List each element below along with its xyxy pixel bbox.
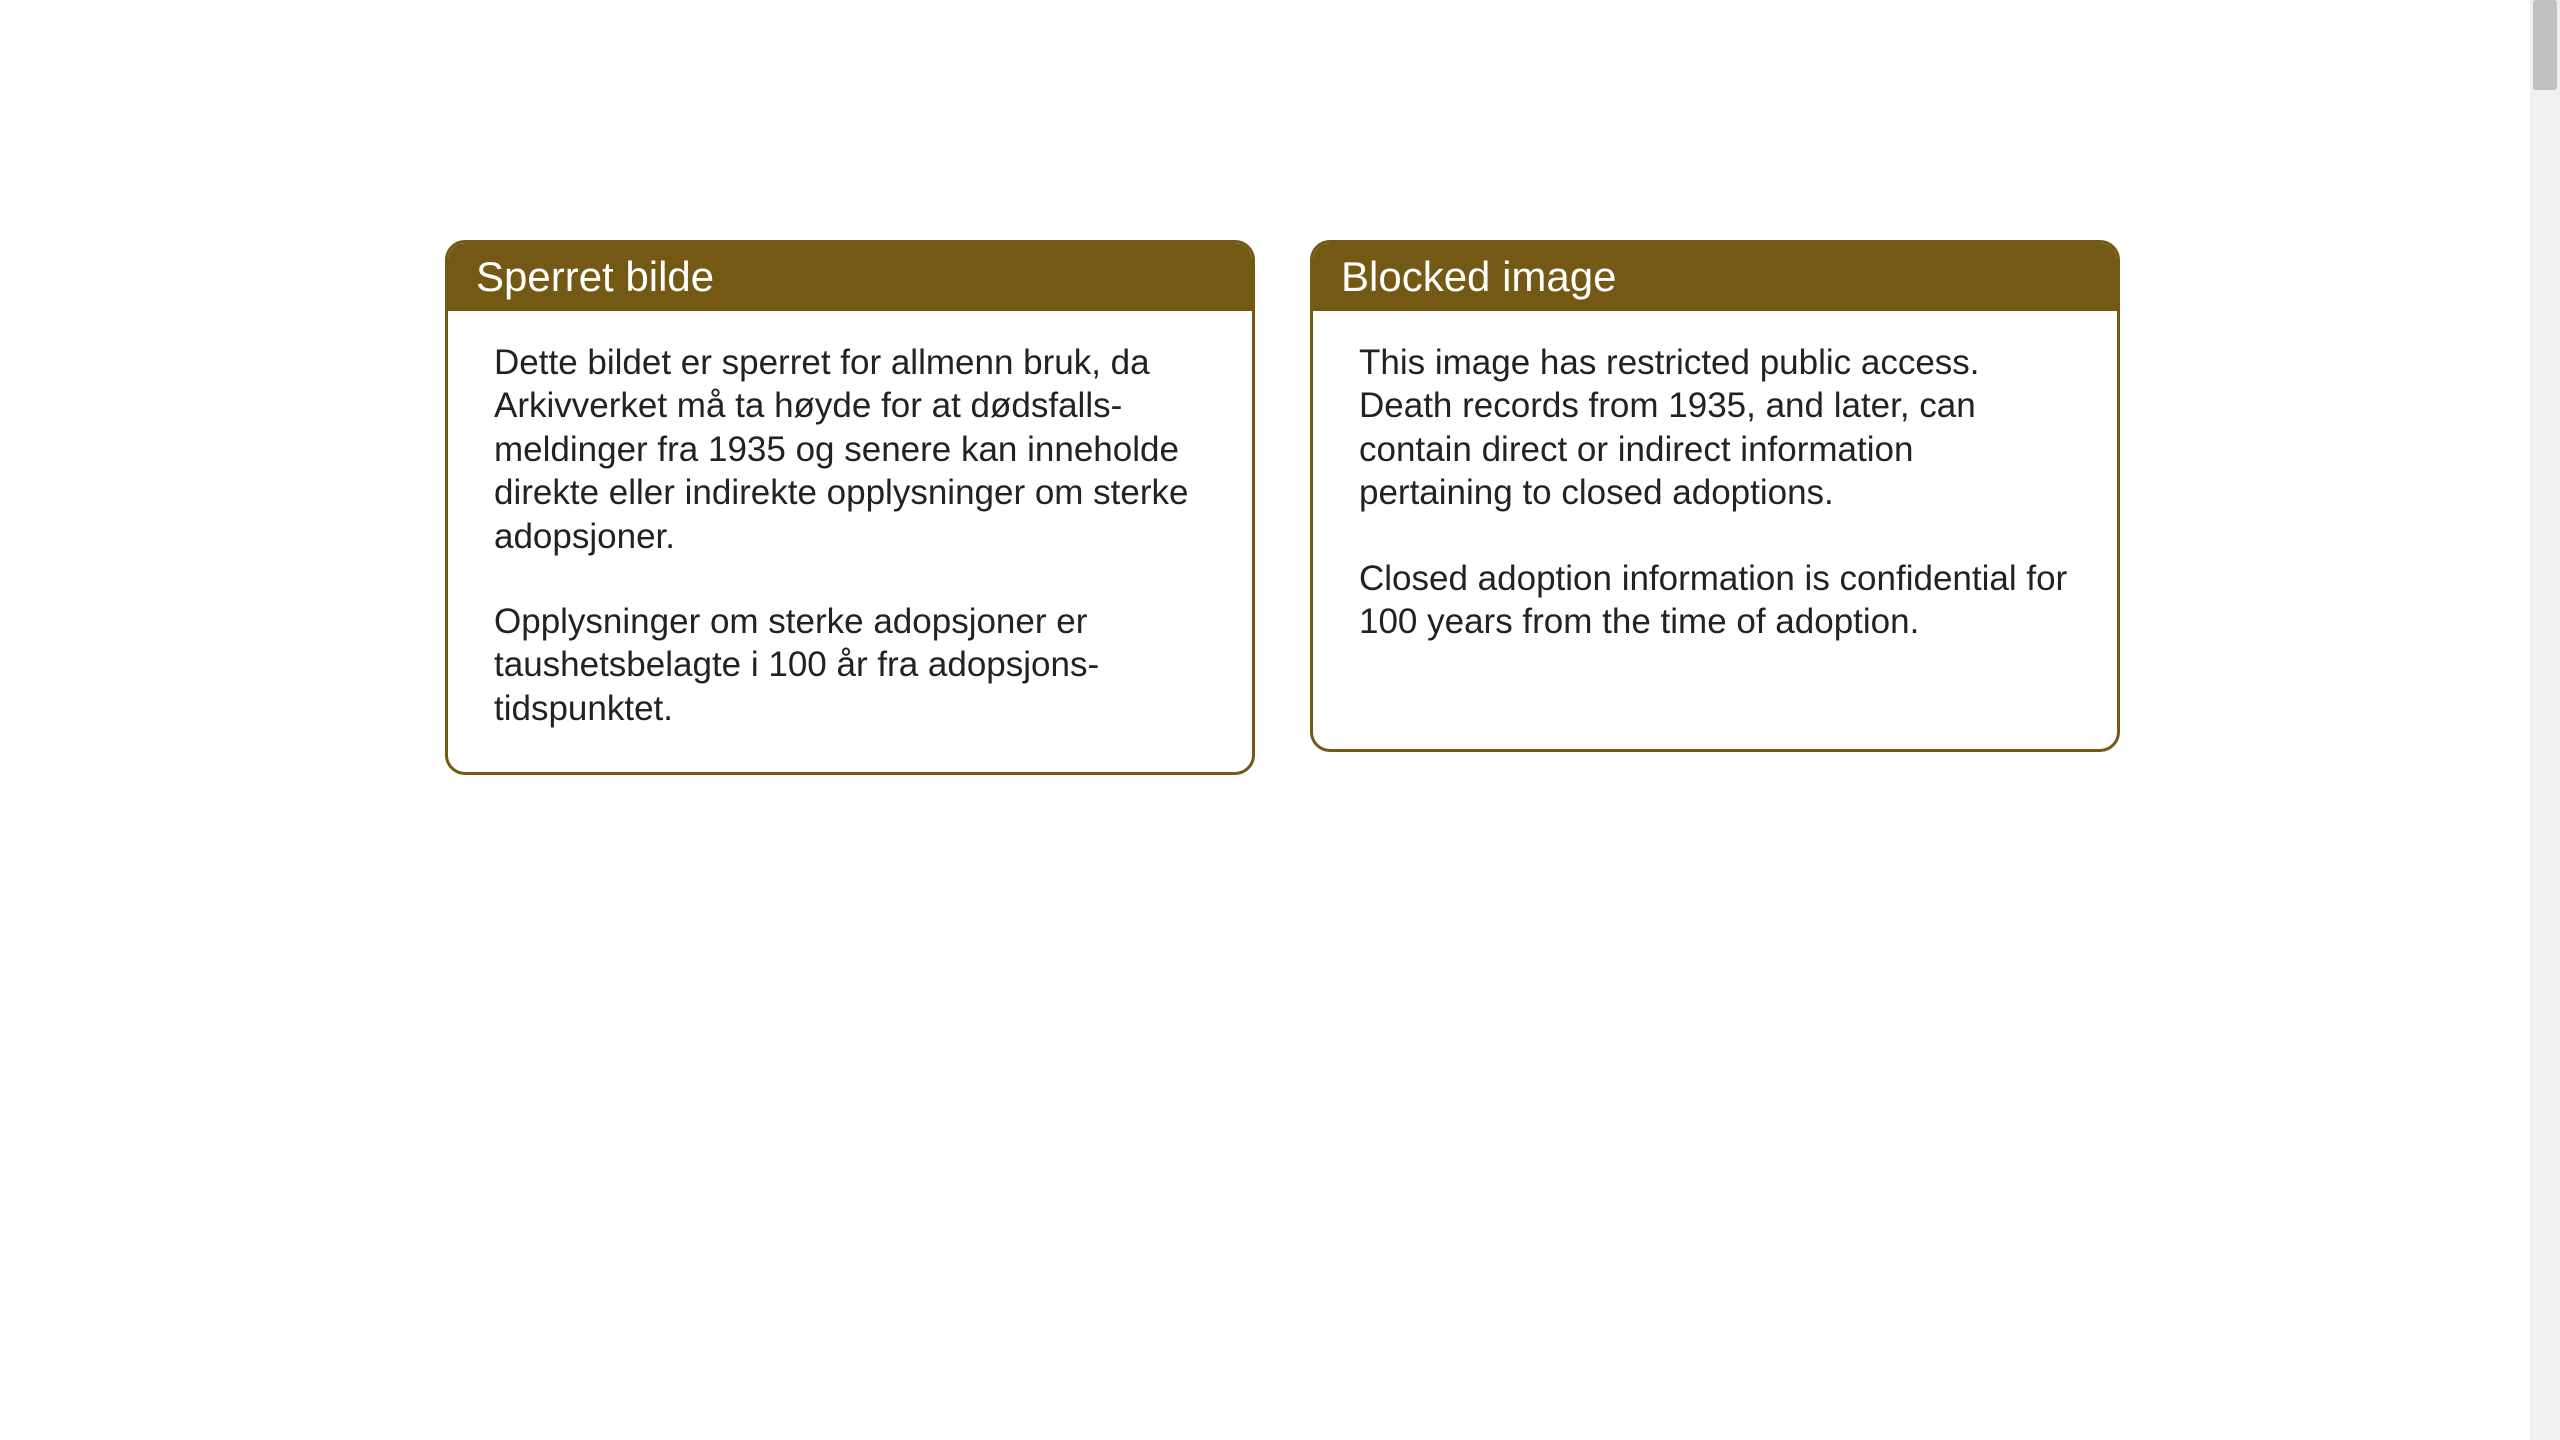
card-paragraph-2-english: Closed adoption information is confident… [1359, 557, 2071, 644]
card-title-norwegian: Sperret bilde [476, 253, 714, 300]
card-paragraph-1-norwegian: Dette bildet er sperret for allmenn bruk… [494, 341, 1206, 558]
card-paragraph-1-english: This image has restricted public access.… [1359, 341, 2071, 515]
scrollbar-thumb[interactable] [2533, 0, 2557, 90]
card-header-norwegian: Sperret bilde [448, 243, 1252, 311]
card-paragraph-2-norwegian: Opplysninger om sterke adopsjoner er tau… [494, 600, 1206, 730]
notice-card-norwegian: Sperret bilde Dette bildet er sperret fo… [445, 240, 1255, 775]
notice-container: Sperret bilde Dette bildet er sperret fo… [0, 0, 2560, 775]
card-title-english: Blocked image [1341, 253, 1616, 300]
card-header-english: Blocked image [1313, 243, 2117, 311]
card-body-english: This image has restricted public access.… [1313, 311, 2117, 685]
notice-card-english: Blocked image This image has restricted … [1310, 240, 2120, 752]
card-body-norwegian: Dette bildet er sperret for allmenn bruk… [448, 311, 1252, 772]
scrollbar-track[interactable] [2530, 0, 2560, 1440]
